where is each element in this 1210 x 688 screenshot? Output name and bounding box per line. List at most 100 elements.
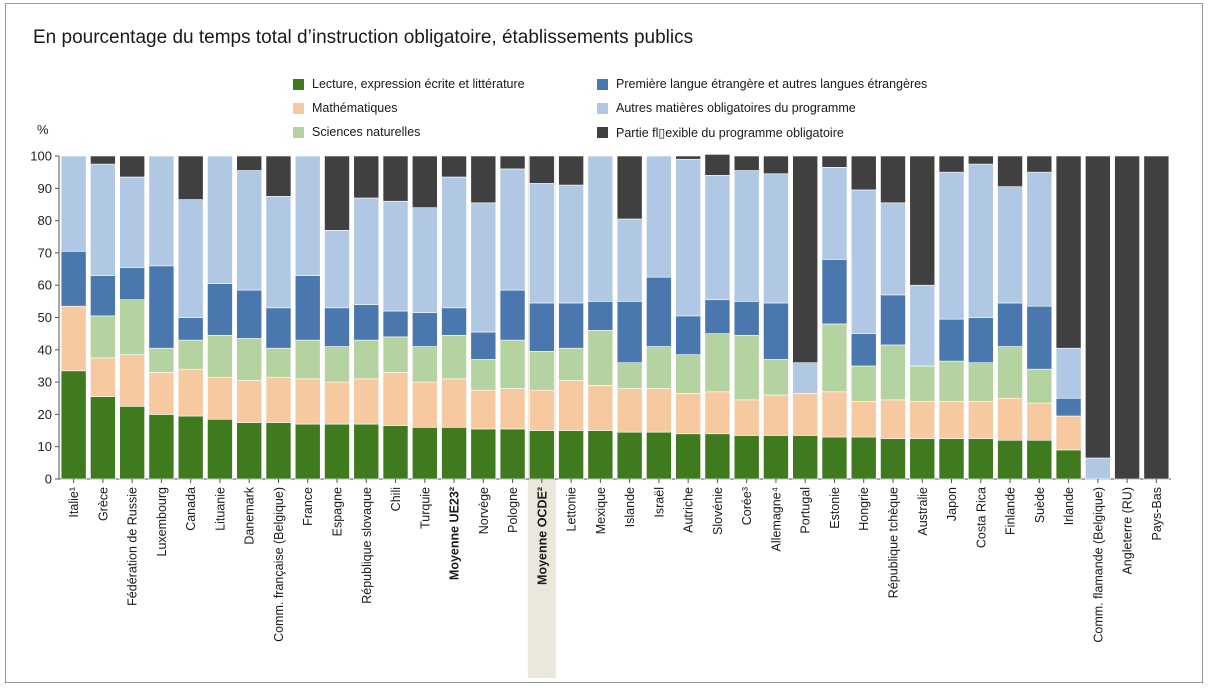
bar-segment [265,196,292,309]
x-tick-label: Irlande [1062,487,1076,525]
bar-segment [646,155,672,278]
bar-segment [558,155,584,186]
bar-segment [1026,368,1053,404]
y-tick-label: 50 [38,310,52,325]
bar-segment [792,362,819,394]
bar-segment [441,307,467,336]
bar-segment [90,275,116,317]
bar-segment [177,199,204,318]
chart-title: En pourcentage du temps total d’instruct… [33,27,694,48]
legend-swatch-partie-flexible [597,127,608,138]
bar-segment [1055,155,1082,349]
bar-segment [821,391,848,438]
bar-segment [119,299,145,355]
bar-segment [382,155,409,202]
legend-swatch-autres-matieres [597,102,608,114]
x-tick-label: Suède [1033,487,1047,523]
bar-segment [558,380,584,431]
bar-segment [733,170,760,302]
bar-segment [529,351,555,391]
bar-segment [470,389,497,430]
bar-segment [792,393,819,436]
y-tick-label: 70 [38,245,52,260]
bar-segment [792,435,819,480]
bar-segment [236,422,263,480]
bar-segment [60,370,87,480]
bar-segment [938,438,965,480]
bar-segment [382,200,409,312]
bar-segment [207,334,233,378]
bar-segment [90,315,116,359]
bar-segment [616,218,643,302]
bar-segment [733,399,760,436]
bar-segment [967,401,994,439]
bar-segment [441,378,467,428]
bar-segment [177,368,204,417]
bar-segment [909,155,936,286]
bar-segment [265,347,292,378]
bar-segment [90,396,116,480]
chart-frame [5,3,1203,683]
x-tick-label: Israël [652,487,666,518]
x-tick-label: République tchèque [887,487,901,598]
bar-segment [265,307,292,349]
bar-segment [733,301,760,336]
bar-segment [821,436,848,480]
bar-segment [353,155,380,199]
x-tick-label: Angleterre (RU) [1121,487,1135,575]
bar-segment [880,294,906,346]
bar-segment [411,346,438,383]
bar-segment [792,155,819,364]
legend-label-lecture: Lecture, expression écrite et littératur… [312,77,525,91]
bar-segment [499,388,526,430]
bar-segment [324,346,350,383]
bar-segment [821,323,848,393]
bar-segment [558,430,584,480]
bar-segment [499,168,526,291]
x-tick-label: Pologne [506,487,520,533]
bar-segment [236,170,263,291]
bar-segment [470,428,497,480]
bar-segment [499,155,526,170]
bar-segment [470,359,497,391]
bar-segment [675,354,701,394]
bar-segment [909,438,936,480]
bar-segment [411,155,438,208]
x-tick-label: Mexique [594,487,608,534]
bar-segment [499,428,526,480]
bar-segment [1055,397,1082,417]
y-tick-label: 80 [38,213,52,228]
bar-segment [909,284,936,367]
bar-segment [763,173,789,304]
bar-segment [587,330,614,386]
x-tick-label: Comm. flamande (Belgique) [1091,487,1105,643]
bar-segment [148,155,175,267]
bar-segment [324,307,350,347]
bar-segment [763,435,789,480]
bar-segment [821,155,848,168]
x-tick-label: Costa Rica [974,487,988,548]
bar-segment [850,155,877,191]
bar-segment [587,155,614,302]
bar-segment [441,334,467,380]
bar-segment [294,378,321,425]
x-tick-label: Comm. française (Belgique) [272,487,286,642]
bar-segment [119,267,145,301]
bar-segment [646,431,672,480]
y-axis-label: % [37,122,49,137]
bar-segment [470,155,497,204]
bar-segment [148,414,175,480]
bar-segment [558,184,584,304]
bar-segment [529,155,555,184]
y-tick-label: 90 [38,181,52,196]
bar-segment [441,176,467,309]
bar-segment [675,433,701,480]
bar-segment [938,401,965,439]
x-tick-label: France [301,487,315,526]
bar-segment [1085,457,1111,480]
x-tick-label: Espagne [331,487,345,536]
bar-segment [294,423,321,480]
x-tick-label: Grèce [96,487,110,521]
bar-segment [704,299,731,334]
bar-segment [324,155,350,231]
